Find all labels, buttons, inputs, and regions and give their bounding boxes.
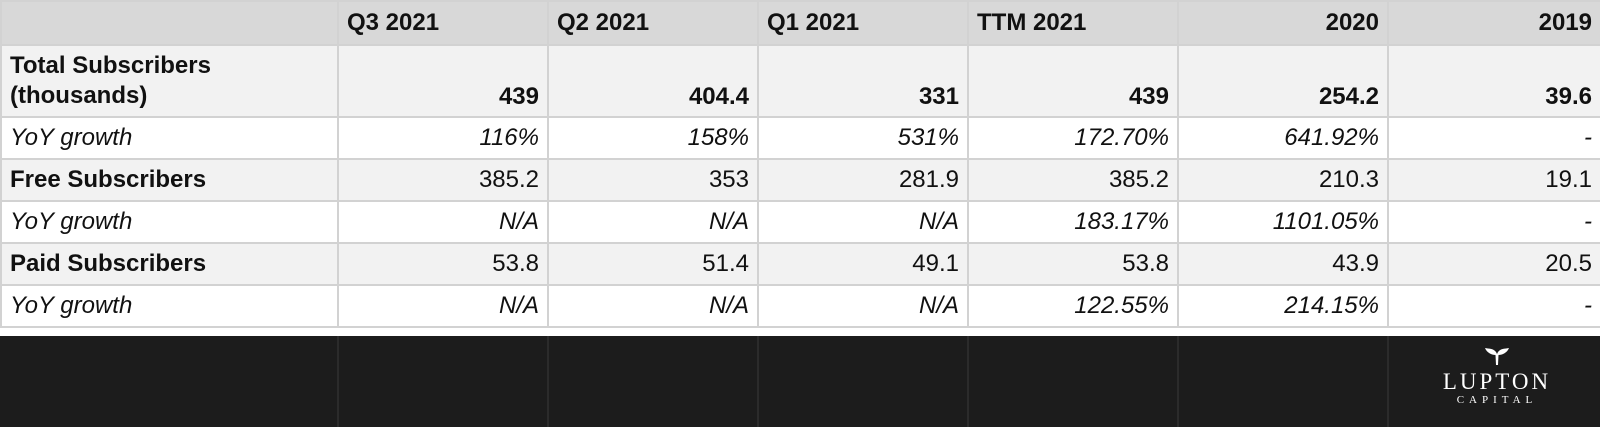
- column-header-q3-2021: Q3 2021: [337, 0, 549, 46]
- table-cell: 439: [967, 44, 1179, 118]
- table-cell: 214.15%: [1177, 284, 1389, 328]
- table-cell: 385.2: [967, 158, 1179, 202]
- table-cell: 641.92%: [1177, 116, 1389, 160]
- table-cell: 385.2: [337, 158, 549, 202]
- table-cell: 404.4: [547, 44, 759, 118]
- table-header-row: Q3 2021 Q2 2021 Q1 2021 TTM 2021 2020 20…: [0, 0, 1600, 46]
- footer-divider: [1387, 336, 1389, 427]
- row-label: YoY growth: [0, 284, 339, 328]
- table-row-paid-subscribers: Paid Subscribers 53.8 51.4 49.1 53.8 43.…: [0, 242, 1600, 286]
- whale-tail-icon: [1485, 348, 1509, 365]
- table-cell: 281.9: [757, 158, 969, 202]
- table-cell: 158%: [547, 116, 759, 160]
- table-cell: N/A: [757, 200, 969, 244]
- table-cell: N/A: [757, 284, 969, 328]
- column-header-q2-2021: Q2 2021: [547, 0, 759, 46]
- footer-divider: [757, 336, 759, 427]
- table-cell: -: [1387, 284, 1600, 328]
- row-label: YoY growth: [0, 200, 339, 244]
- footer-divider: [967, 336, 969, 427]
- table-cell: N/A: [547, 200, 759, 244]
- table-cell: 19.1: [1387, 158, 1600, 202]
- table-cell: 1101.05%: [1177, 200, 1389, 244]
- table-row-paid-yoy-growth: YoY growth N/A N/A N/A 122.55% 214.15% -: [0, 284, 1600, 328]
- table-cell: 20.5: [1387, 242, 1600, 286]
- footer-bar: LUPTON CAPITAL: [0, 336, 1600, 427]
- table-cell: 39.6: [1387, 44, 1600, 118]
- lupton-capital-logo: LUPTON CAPITAL: [1432, 346, 1562, 416]
- table-row-total-yoy-growth: YoY growth 116% 158% 531% 172.70% 641.92…: [0, 116, 1600, 160]
- table-cell: 122.55%: [967, 284, 1179, 328]
- column-header-q1-2021: Q1 2021: [757, 0, 969, 46]
- table-row-free-yoy-growth: YoY growth N/A N/A N/A 183.17% 1101.05% …: [0, 200, 1600, 244]
- table-cell: 331: [757, 44, 969, 118]
- column-header-2019: 2019: [1387, 0, 1600, 46]
- table-row-total-subscribers: Total Subscribers (thousands) 439 404.4 …: [0, 44, 1600, 118]
- table-cell: 353: [547, 158, 759, 202]
- column-header-ttm-2021: TTM 2021: [967, 0, 1179, 46]
- row-label: Paid Subscribers: [0, 242, 339, 286]
- table-cell: 51.4: [547, 242, 759, 286]
- row-label: Free Subscribers: [0, 158, 339, 202]
- logo-subtitle: CAPITAL: [1456, 394, 1538, 406]
- table-cell: -: [1387, 200, 1600, 244]
- row-label: YoY growth: [0, 116, 339, 160]
- table-cell: N/A: [337, 200, 549, 244]
- table-cell: 531%: [757, 116, 969, 160]
- logo-wordmark: LUPTON: [1442, 369, 1552, 394]
- table-cell: 254.2: [1177, 44, 1389, 118]
- table-cell: -: [1387, 116, 1600, 160]
- column-header-2020: 2020: [1177, 0, 1389, 46]
- header-corner-cell: [0, 0, 339, 46]
- table-cell: 172.70%: [967, 116, 1179, 160]
- table-cell: 210.3: [1177, 158, 1389, 202]
- table-cell: 43.9: [1177, 242, 1389, 286]
- footer-divider: [337, 336, 339, 427]
- table-cell: 49.1: [757, 242, 969, 286]
- table-cell: N/A: [337, 284, 549, 328]
- table-cell: 116%: [337, 116, 549, 160]
- footer-divider: [547, 336, 549, 427]
- subscriber-table: Q3 2021 Q2 2021 Q1 2021 TTM 2021 2020 20…: [0, 0, 1600, 328]
- footer-divider: [1177, 336, 1179, 427]
- table-cell: 53.8: [967, 242, 1179, 286]
- table-cell: 53.8: [337, 242, 549, 286]
- table-cell: 439: [337, 44, 549, 118]
- table-row-free-subscribers: Free Subscribers 385.2 353 281.9 385.2 2…: [0, 158, 1600, 202]
- table-cell: N/A: [547, 284, 759, 328]
- row-label: Total Subscribers (thousands): [0, 44, 339, 118]
- table-cell: 183.17%: [967, 200, 1179, 244]
